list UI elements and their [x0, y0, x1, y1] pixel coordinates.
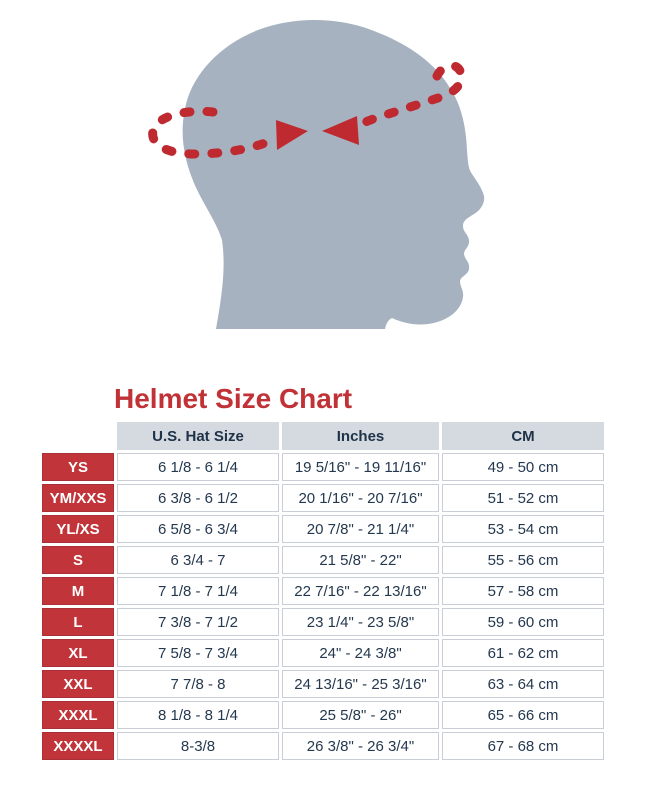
table-row: XL 7 5/8 - 7 3/4 24" - 24 3/8" 61 - 62 c…	[42, 639, 604, 667]
measure-arrow-left-icon	[322, 116, 359, 145]
col-header-cm: CM	[442, 422, 604, 450]
inches-cell: 21 5/8" - 22"	[282, 546, 439, 574]
size-label-cell: XXXL	[42, 701, 114, 729]
measure-line-back	[353, 61, 466, 130]
inches-cell: 26 3/8" - 26 3/4"	[282, 732, 439, 760]
size-label-cell: XL	[42, 639, 114, 667]
col-header-us-hat-size: U.S. Hat Size	[117, 422, 279, 450]
cm-cell: 59 - 60 cm	[442, 608, 604, 636]
table-row: XXXXL 8-3/8 26 3/8" - 26 3/4" 67 - 68 cm	[42, 732, 604, 760]
header-blank-cell	[42, 422, 114, 450]
col-header-inches: Inches	[282, 422, 439, 450]
us-hat-size-cell: 6 3/4 - 7	[117, 546, 279, 574]
measure-line-front	[148, 106, 277, 159]
us-hat-size-cell: 7 7/8 - 8	[117, 670, 279, 698]
table-row: S 6 3/4 - 7 21 5/8" - 22" 55 - 56 cm	[42, 546, 604, 574]
table-row: YS 6 1/8 - 6 1/4 19 5/16" - 19 11/16" 49…	[42, 453, 604, 481]
table-row: XXL 7 7/8 - 8 24 13/16" - 25 3/16" 63 - …	[42, 670, 604, 698]
us-hat-size-cell: 8 1/8 - 8 1/4	[117, 701, 279, 729]
page-title: Helmet Size Chart	[114, 383, 353, 414]
us-hat-size-cell: 6 3/8 - 6 1/2	[117, 484, 279, 512]
size-label-cell: YS	[42, 453, 114, 481]
inches-cell: 20 7/8" - 21 1/4"	[282, 515, 439, 543]
inches-cell: 24" - 24 3/8"	[282, 639, 439, 667]
size-label-cell: L	[42, 608, 114, 636]
table-row: XXXL 8 1/8 - 8 1/4 25 5/8" - 26" 65 - 66…	[42, 701, 604, 729]
table-row: YL/XS 6 5/8 - 6 3/4 20 7/8" - 21 1/4" 53…	[42, 515, 604, 543]
us-hat-size-cell: 6 5/8 - 6 3/4	[117, 515, 279, 543]
cm-cell: 57 - 58 cm	[442, 577, 604, 605]
cm-cell: 63 - 64 cm	[442, 670, 604, 698]
size-label-cell: S	[42, 546, 114, 574]
head-profile-illustration	[148, 19, 485, 330]
cm-cell: 53 - 54 cm	[442, 515, 604, 543]
size-table-body: YS 6 1/8 - 6 1/4 19 5/16" - 19 11/16" 49…	[42, 453, 604, 760]
us-hat-size-cell: 8-3/8	[117, 732, 279, 760]
us-hat-size-cell: 7 1/8 - 7 1/4	[117, 577, 279, 605]
cm-cell: 49 - 50 cm	[442, 453, 604, 481]
size-label-cell: YL/XS	[42, 515, 114, 543]
size-label-cell: XXXXL	[42, 732, 114, 760]
inches-cell: 25 5/8" - 26"	[282, 701, 439, 729]
inches-cell: 20 1/16" - 20 7/16"	[282, 484, 439, 512]
us-hat-size-cell: 7 5/8 - 7 3/4	[117, 639, 279, 667]
table-row: YM/XXS 6 3/8 - 6 1/2 20 1/16" - 20 7/16"…	[42, 484, 604, 512]
measure-arrow-right-icon	[276, 120, 308, 150]
inches-cell: 19 5/16" - 19 11/16"	[282, 453, 439, 481]
cm-cell: 55 - 56 cm	[442, 546, 604, 574]
cm-cell: 67 - 68 cm	[442, 732, 604, 760]
size-label-cell: XXL	[42, 670, 114, 698]
size-chart-table: U.S. Hat Size Inches CM YS 6 1/8 - 6 1/4…	[39, 419, 607, 763]
size-label-cell: YM/XXS	[42, 484, 114, 512]
cm-cell: 65 - 66 cm	[442, 701, 604, 729]
cm-cell: 51 - 52 cm	[442, 484, 604, 512]
cm-cell: 61 - 62 cm	[442, 639, 604, 667]
inches-cell: 23 1/4" - 23 5/8"	[282, 608, 439, 636]
table-row: M 7 1/8 - 7 1/4 22 7/16" - 22 13/16" 57 …	[42, 577, 604, 605]
inches-cell: 22 7/16" - 22 13/16"	[282, 577, 439, 605]
header-row: U.S. Hat Size Inches CM	[42, 422, 604, 450]
head-silhouette	[182, 19, 485, 330]
us-hat-size-cell: 7 3/8 - 7 1/2	[117, 608, 279, 636]
table-row: L 7 3/8 - 7 1/2 23 1/4" - 23 5/8" 59 - 6…	[42, 608, 604, 636]
size-chart-header: U.S. Hat Size Inches CM	[42, 422, 604, 450]
us-hat-size-cell: 6 1/8 - 6 1/4	[117, 453, 279, 481]
size-label-cell: M	[42, 577, 114, 605]
inches-cell: 24 13/16" - 25 3/16"	[282, 670, 439, 698]
